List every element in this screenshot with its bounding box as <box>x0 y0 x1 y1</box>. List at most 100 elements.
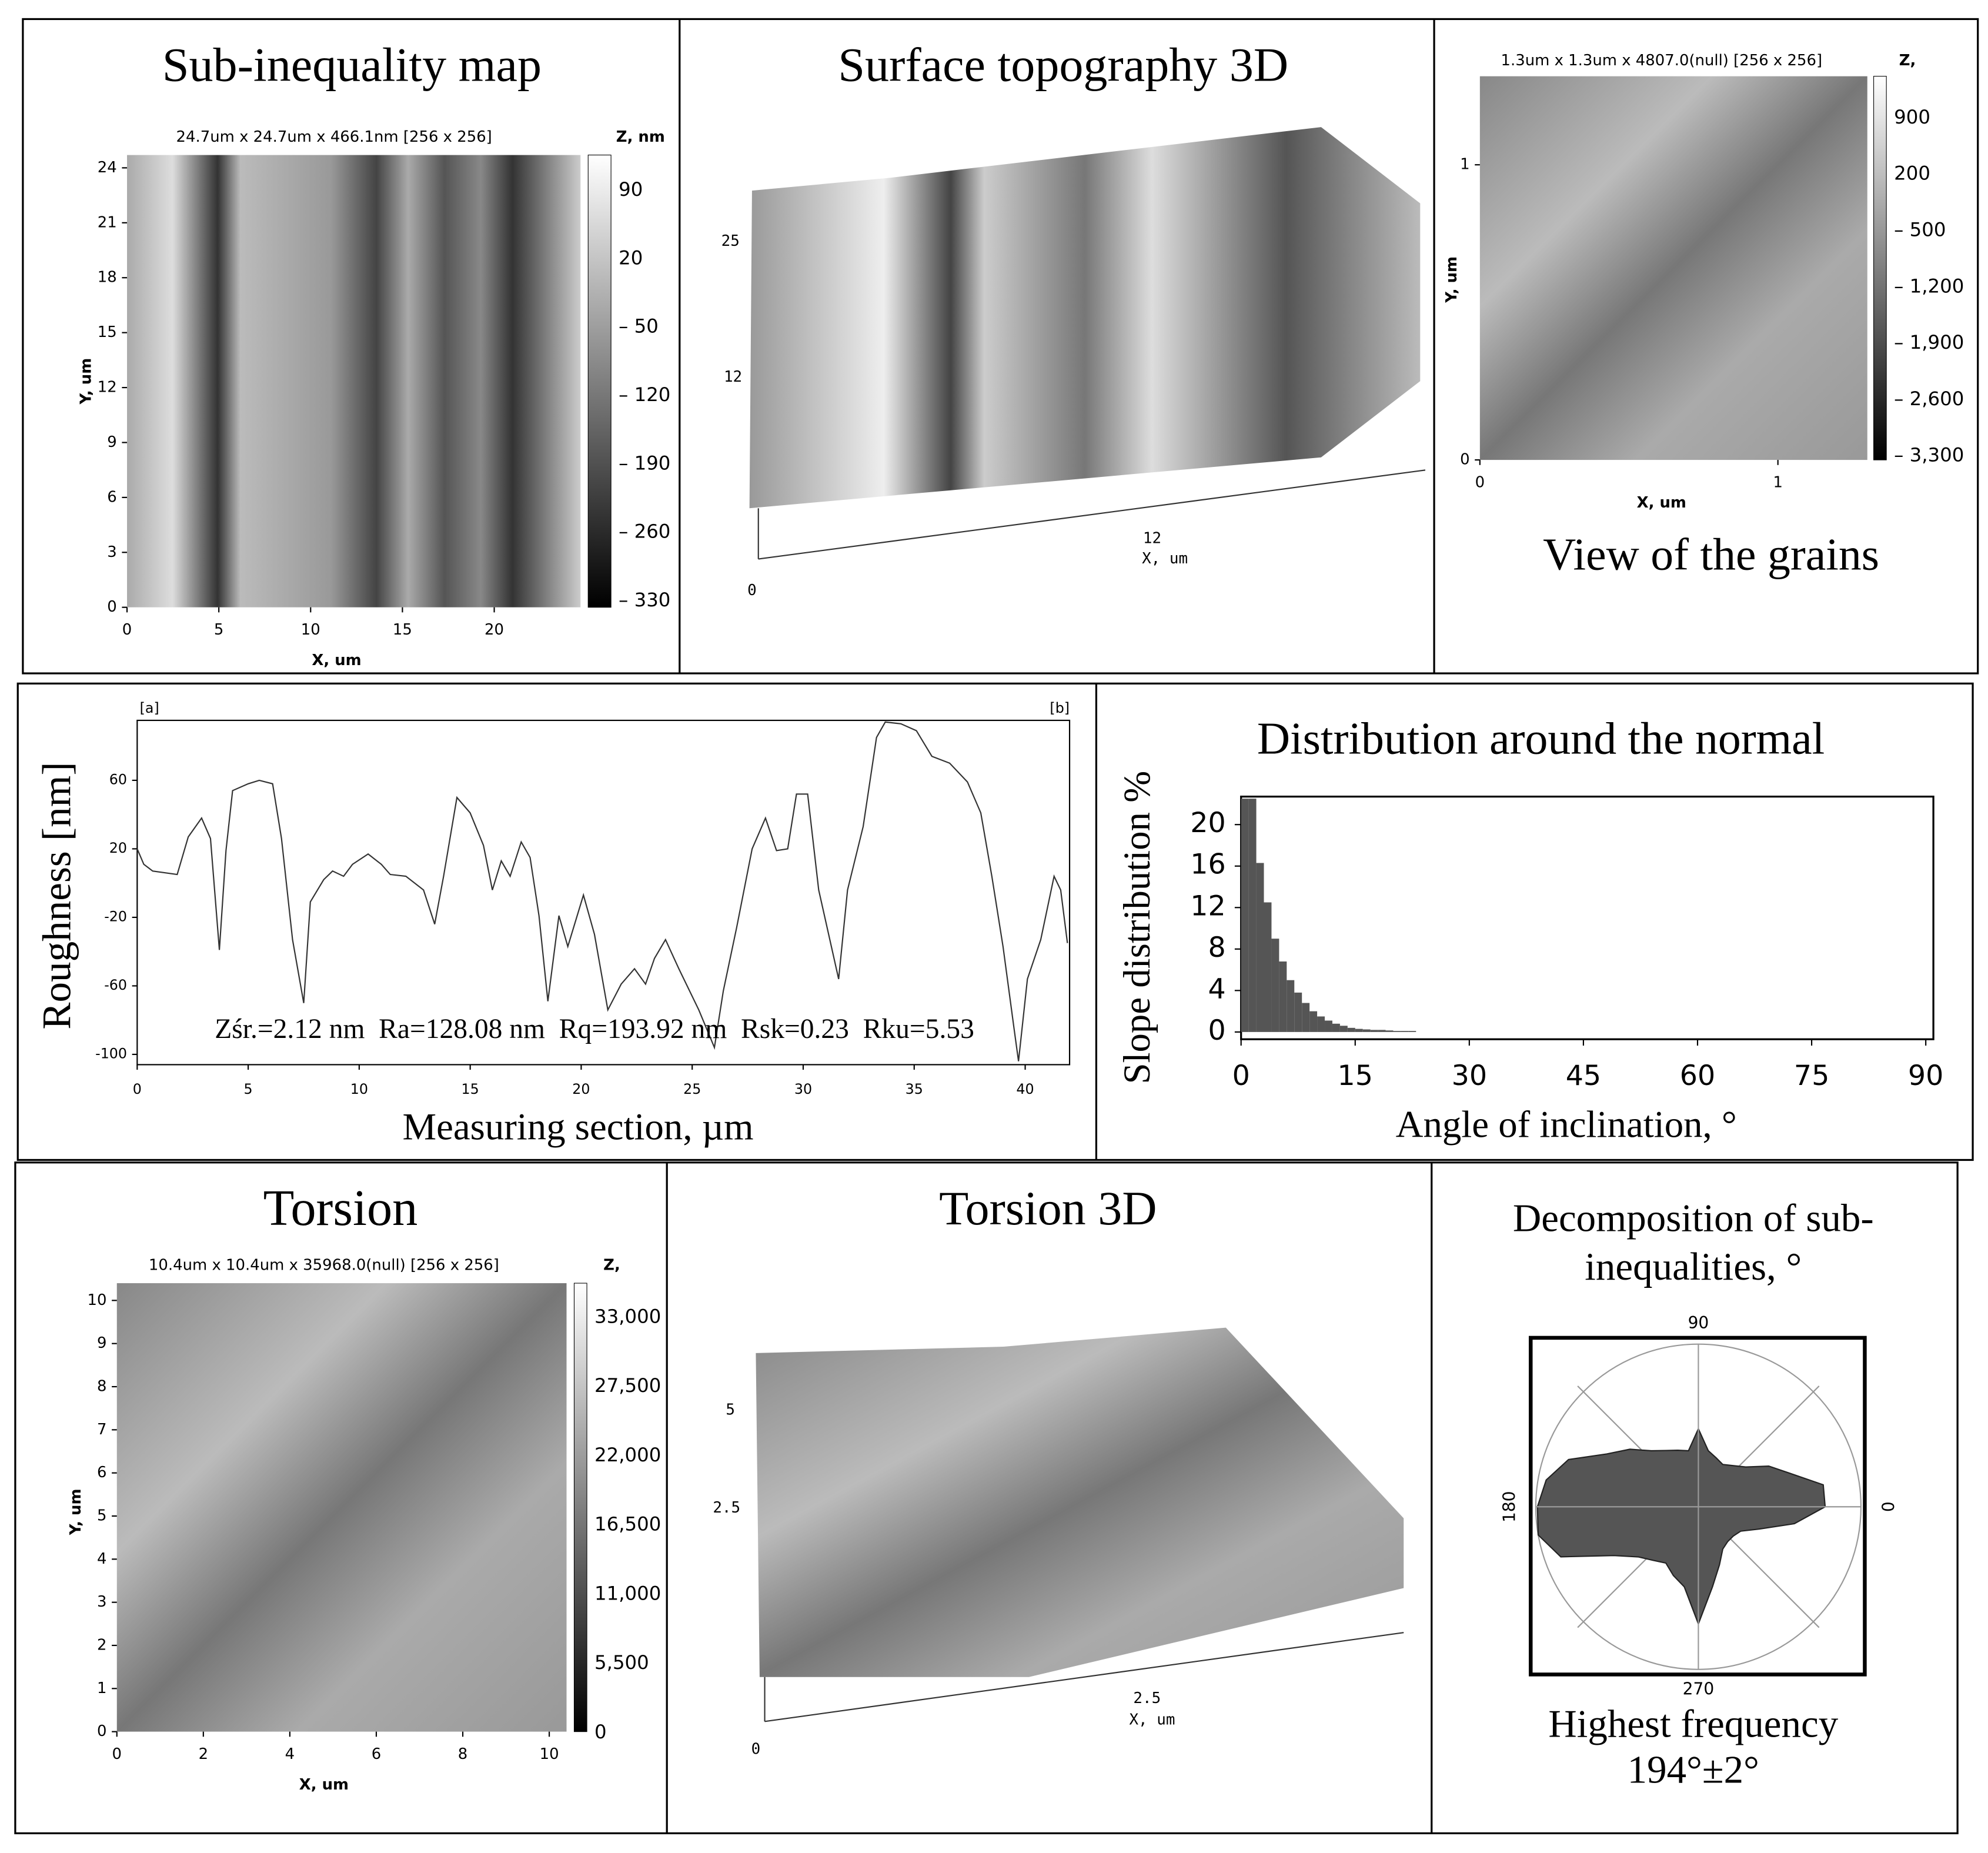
bar <box>1325 1020 1332 1032</box>
plot-frame <box>136 719 1071 1066</box>
colorbar-label: 200 <box>1894 162 1930 185</box>
y-tick-label: 8 <box>1208 931 1226 964</box>
y-tick-label: 20 <box>1190 807 1225 839</box>
panel-title: Sub-inequality map <box>162 38 542 92</box>
angle-label: 0 <box>1877 1501 1897 1512</box>
y-tick-label: 21 <box>98 213 117 231</box>
x-axis-label: Angle of inclination, ° <box>1396 1103 1737 1146</box>
colorbar-label: – 500 <box>1894 219 1946 241</box>
y-tick-label: -100 <box>95 1045 127 1061</box>
corner-label: [b] <box>1050 700 1070 716</box>
bar <box>1294 992 1302 1032</box>
x-tick-label: 45 <box>1566 1060 1601 1092</box>
y-tick-label: 9 <box>97 1334 106 1352</box>
bar <box>1385 1030 1394 1032</box>
axis-label: 0 <box>751 1740 761 1758</box>
colorbar-label: – 50 <box>619 315 659 338</box>
axis-label: 2.5 <box>1133 1690 1161 1707</box>
colorbar-label: 0 <box>594 1721 607 1743</box>
x-tick-label: 30 <box>1452 1060 1487 1092</box>
chart-title: Distribution around the normal <box>1257 713 1825 764</box>
y-tick-label: 3 <box>97 1593 106 1611</box>
y-axis-label: Y, um <box>77 358 95 405</box>
colorbar-label: 16,500 <box>594 1513 661 1535</box>
colorbar <box>573 1283 587 1732</box>
colorbar-label: – 1,200 <box>1894 275 1964 297</box>
bar <box>1362 1029 1371 1032</box>
y-tick-label: 8 <box>97 1378 106 1395</box>
y-tick-label: 0 <box>107 598 116 616</box>
y-tick-label: 12 <box>1190 890 1225 922</box>
y-tick-label: 20 <box>109 840 127 856</box>
bar <box>1378 1030 1386 1032</box>
bar <box>1370 1030 1378 1032</box>
colorbar-label: 11,000 <box>594 1582 661 1604</box>
x-axis-label: X, um <box>312 652 361 669</box>
x-tick-label: 0 <box>112 1745 122 1763</box>
axis-label: 5 <box>726 1401 735 1419</box>
y-tick-label: 3 <box>107 543 116 561</box>
map-image <box>127 155 581 607</box>
plot-frame <box>1240 795 1934 1040</box>
surface-3d-render <box>749 127 1421 509</box>
bar <box>1241 799 1249 1032</box>
map-header: 24.7um x 24.7um x 466.1nm [256 x 256] <box>176 128 492 146</box>
x-tick-label: 30 <box>794 1081 812 1097</box>
z-label: Z, nm <box>616 128 665 146</box>
y-tick-label: 1 <box>97 1680 106 1697</box>
x-tick-label: 1 <box>1773 473 1782 491</box>
y-tick-label: 12 <box>98 379 117 396</box>
z-label: Z, <box>603 1256 620 1274</box>
map-image <box>1479 76 1867 460</box>
axis-label: 25 <box>721 232 740 250</box>
corner-label: [a] <box>140 700 159 716</box>
map-image <box>116 1283 567 1732</box>
y-tick-label: 18 <box>98 269 117 286</box>
colorbar-label: – 260 <box>619 520 670 543</box>
y-axis-label: Y, um <box>1443 256 1461 303</box>
x-axis-label: Measuring section, µm <box>402 1106 753 1148</box>
y-tick-label: 1 <box>1460 156 1469 173</box>
colorbar-label: – 120 <box>619 383 670 406</box>
x-axis-label: X, um <box>299 1776 349 1794</box>
axis-label: 0 <box>747 582 757 599</box>
bar <box>1309 1011 1318 1032</box>
x-tick-label: 75 <box>1794 1060 1829 1092</box>
angle-label: 180 <box>1500 1491 1519 1523</box>
map-header: 1.3um x 1.3um x 4807.0(null) [256 x 256] <box>1501 52 1823 69</box>
torsion-3d-render <box>756 1327 1404 1677</box>
x-tick-label: 0 <box>133 1081 142 1097</box>
y-tick-label: 0 <box>1460 451 1469 469</box>
x-tick-label: 10 <box>350 1081 368 1097</box>
annotation: Zśr.=2.12 nm Ra=128.08 nm Rq=193.92 nm R… <box>215 1014 974 1044</box>
y-tick-label: -60 <box>104 977 127 993</box>
x-tick-label: 2 <box>199 1745 208 1763</box>
y-tick-label: -20 <box>104 908 127 924</box>
panel-title: Torsion <box>263 1180 418 1236</box>
axis-line <box>758 469 1426 560</box>
bar <box>1271 939 1279 1032</box>
y-tick-label: 24 <box>98 159 117 176</box>
bar <box>1401 1031 1409 1032</box>
bar <box>1393 1031 1401 1032</box>
colorbar-label: 22,000 <box>594 1444 661 1466</box>
row-frame <box>22 18 1979 675</box>
axis-label: X, um <box>1142 550 1188 567</box>
colorbar-label: 90 <box>619 178 643 201</box>
y-tick-label: 0 <box>97 1722 106 1740</box>
colorbar-label: – 2,600 <box>1894 388 1964 410</box>
colorbar-label: 33,000 <box>594 1305 661 1327</box>
y-tick-label: 2 <box>97 1636 106 1654</box>
colorbar-label: 27,500 <box>594 1374 661 1397</box>
x-axis-label: X, um <box>1637 494 1686 512</box>
x-tick-label: 6 <box>372 1745 381 1763</box>
x-tick-label: 90 <box>1908 1060 1943 1092</box>
axis-label: 12 <box>1143 530 1161 547</box>
colorbar-label: – 330 <box>619 589 670 611</box>
colorbar-label: – 1,900 <box>1894 331 1964 353</box>
bar <box>1287 980 1295 1032</box>
bar <box>1347 1027 1355 1032</box>
angle-label: 90 <box>1688 1313 1709 1333</box>
y-tick-label: 15 <box>98 323 117 341</box>
